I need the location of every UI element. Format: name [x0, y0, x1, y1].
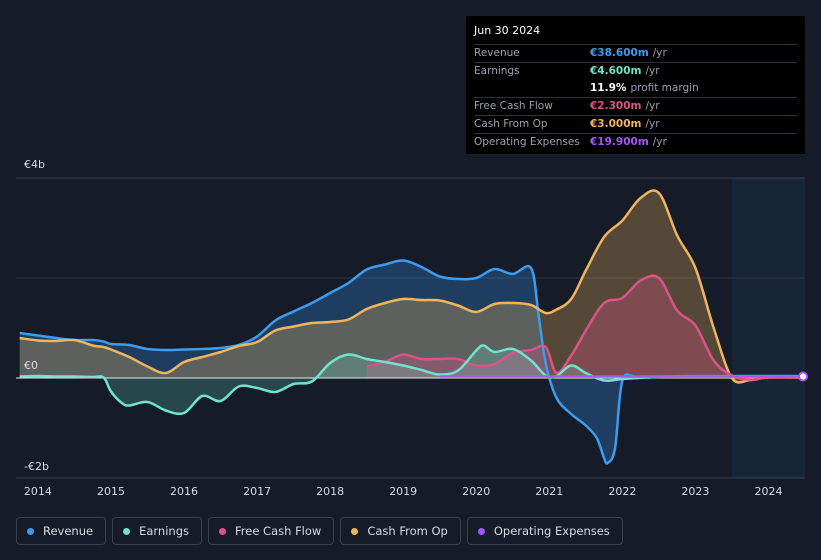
tooltip-row-earnings: Earnings €4.600m /yr — [474, 63, 797, 80]
series-line-cash-from-op — [19, 189, 806, 384]
series-line-earnings — [19, 344, 805, 416]
tooltip-unit: /yr — [645, 118, 660, 130]
tooltip-row-fcf: Free Cash Flow €2.300m /yr — [474, 98, 797, 116]
x-tick-label: 2018 — [316, 485, 344, 498]
x-tick-label: 2022 — [608, 485, 636, 498]
y-tick-bottom: -€2b — [24, 460, 49, 473]
legend-item-cash-from-op[interactable]: Cash From Op — [340, 517, 461, 545]
legend-label: Cash From Op — [367, 524, 448, 538]
legend-dot-icon — [219, 527, 226, 535]
tooltip-value: €3.000m — [590, 118, 642, 130]
tooltip-unit: /yr — [652, 47, 667, 59]
tooltip-value: 11.9% — [590, 82, 627, 94]
series-line-free-cash-flow — [366, 274, 806, 381]
x-tick-label: 2016 — [170, 485, 198, 498]
y-tick-zero: €0 — [24, 359, 38, 372]
x-tick-label: 2023 — [681, 485, 709, 498]
tooltip-unit: /yr — [645, 100, 660, 112]
x-tick-label: 2021 — [535, 485, 563, 498]
tooltip-label: Cash From Op — [474, 118, 548, 130]
legend-item-free-cash-flow[interactable]: Free Cash Flow — [208, 517, 335, 545]
series-area-cash-from-op — [19, 190, 805, 383]
forecast-band — [731, 178, 805, 478]
tooltip-value: €4.600m — [590, 65, 642, 77]
tooltip-value: €2.300m — [590, 100, 642, 112]
legend: Revenue Earnings Free Cash Flow Cash Fro… — [16, 517, 629, 545]
x-tick-label: 2015 — [97, 485, 125, 498]
y-tick-top: €4b — [24, 158, 45, 171]
legend-dot-icon — [123, 527, 131, 535]
tooltip-row-profit-margin: 11.9% profit margin — [474, 80, 797, 98]
tooltip-row-cfo: Cash From Op €3.000m /yr — [474, 116, 797, 134]
legend-label: Free Cash Flow — [235, 524, 322, 538]
tooltip-label: Operating Expenses — [474, 136, 580, 148]
tooltip-unit: /yr — [652, 136, 667, 148]
series-line-revenue — [19, 259, 805, 465]
series-area-earnings — [19, 345, 805, 414]
legend-dot-icon — [27, 527, 34, 535]
tooltip-unit: profit margin — [630, 82, 699, 94]
tooltip-value: €38.600m — [590, 47, 649, 59]
series-area-revenue — [19, 260, 805, 464]
tooltip-label — [474, 80, 590, 97]
tooltip-row-revenue: Revenue €38.600m /yr — [474, 45, 797, 63]
legend-label: Earnings — [139, 524, 189, 538]
tooltip-label: Earnings — [474, 65, 520, 77]
x-tick-label: 2020 — [462, 485, 490, 498]
opex-end-marker[interactable] — [798, 371, 808, 382]
x-tick-label: 2014 — [24, 485, 52, 498]
tooltip-date: Jun 30 2024 — [474, 22, 797, 45]
x-tick-label: 2017 — [243, 485, 271, 498]
tooltip-row-opex: Operating Expenses €19.900m /yr — [474, 134, 797, 151]
legend-label: Revenue — [43, 524, 94, 538]
series-area-free-cash-flow — [366, 275, 805, 380]
legend-item-revenue[interactable]: Revenue — [16, 517, 107, 545]
tooltip-label: Revenue — [474, 47, 520, 59]
legend-item-operating-expenses[interactable]: Operating Expenses — [466, 517, 623, 545]
x-tick-label: 2024 — [754, 485, 782, 498]
tooltip-label: Free Cash Flow — [474, 100, 553, 112]
legend-label: Operating Expenses — [493, 524, 610, 538]
legend-dot-icon — [351, 527, 359, 535]
tooltip-panel: Jun 30 2024 Revenue €38.600m /yr Earning… — [466, 16, 805, 154]
legend-item-earnings[interactable]: Earnings — [112, 517, 202, 545]
x-tick-label: 2019 — [389, 485, 417, 498]
tooltip-unit: /yr — [645, 65, 660, 77]
legend-dot-icon — [477, 527, 485, 535]
tooltip-value: €19.900m — [590, 136, 649, 148]
